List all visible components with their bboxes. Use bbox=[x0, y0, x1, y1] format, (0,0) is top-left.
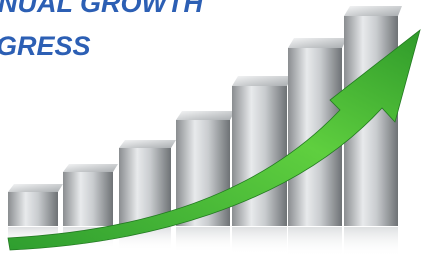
page: NUAL GROWTH GRESS (() => { const data = … bbox=[0, 0, 436, 259]
illustration: NUAL GROWTH GRESS bbox=[0, 0, 436, 259]
bar bbox=[176, 111, 235, 253]
heading-line: NUAL GROWTH bbox=[0, 0, 203, 18]
heading-line: GRESS bbox=[0, 31, 91, 61]
